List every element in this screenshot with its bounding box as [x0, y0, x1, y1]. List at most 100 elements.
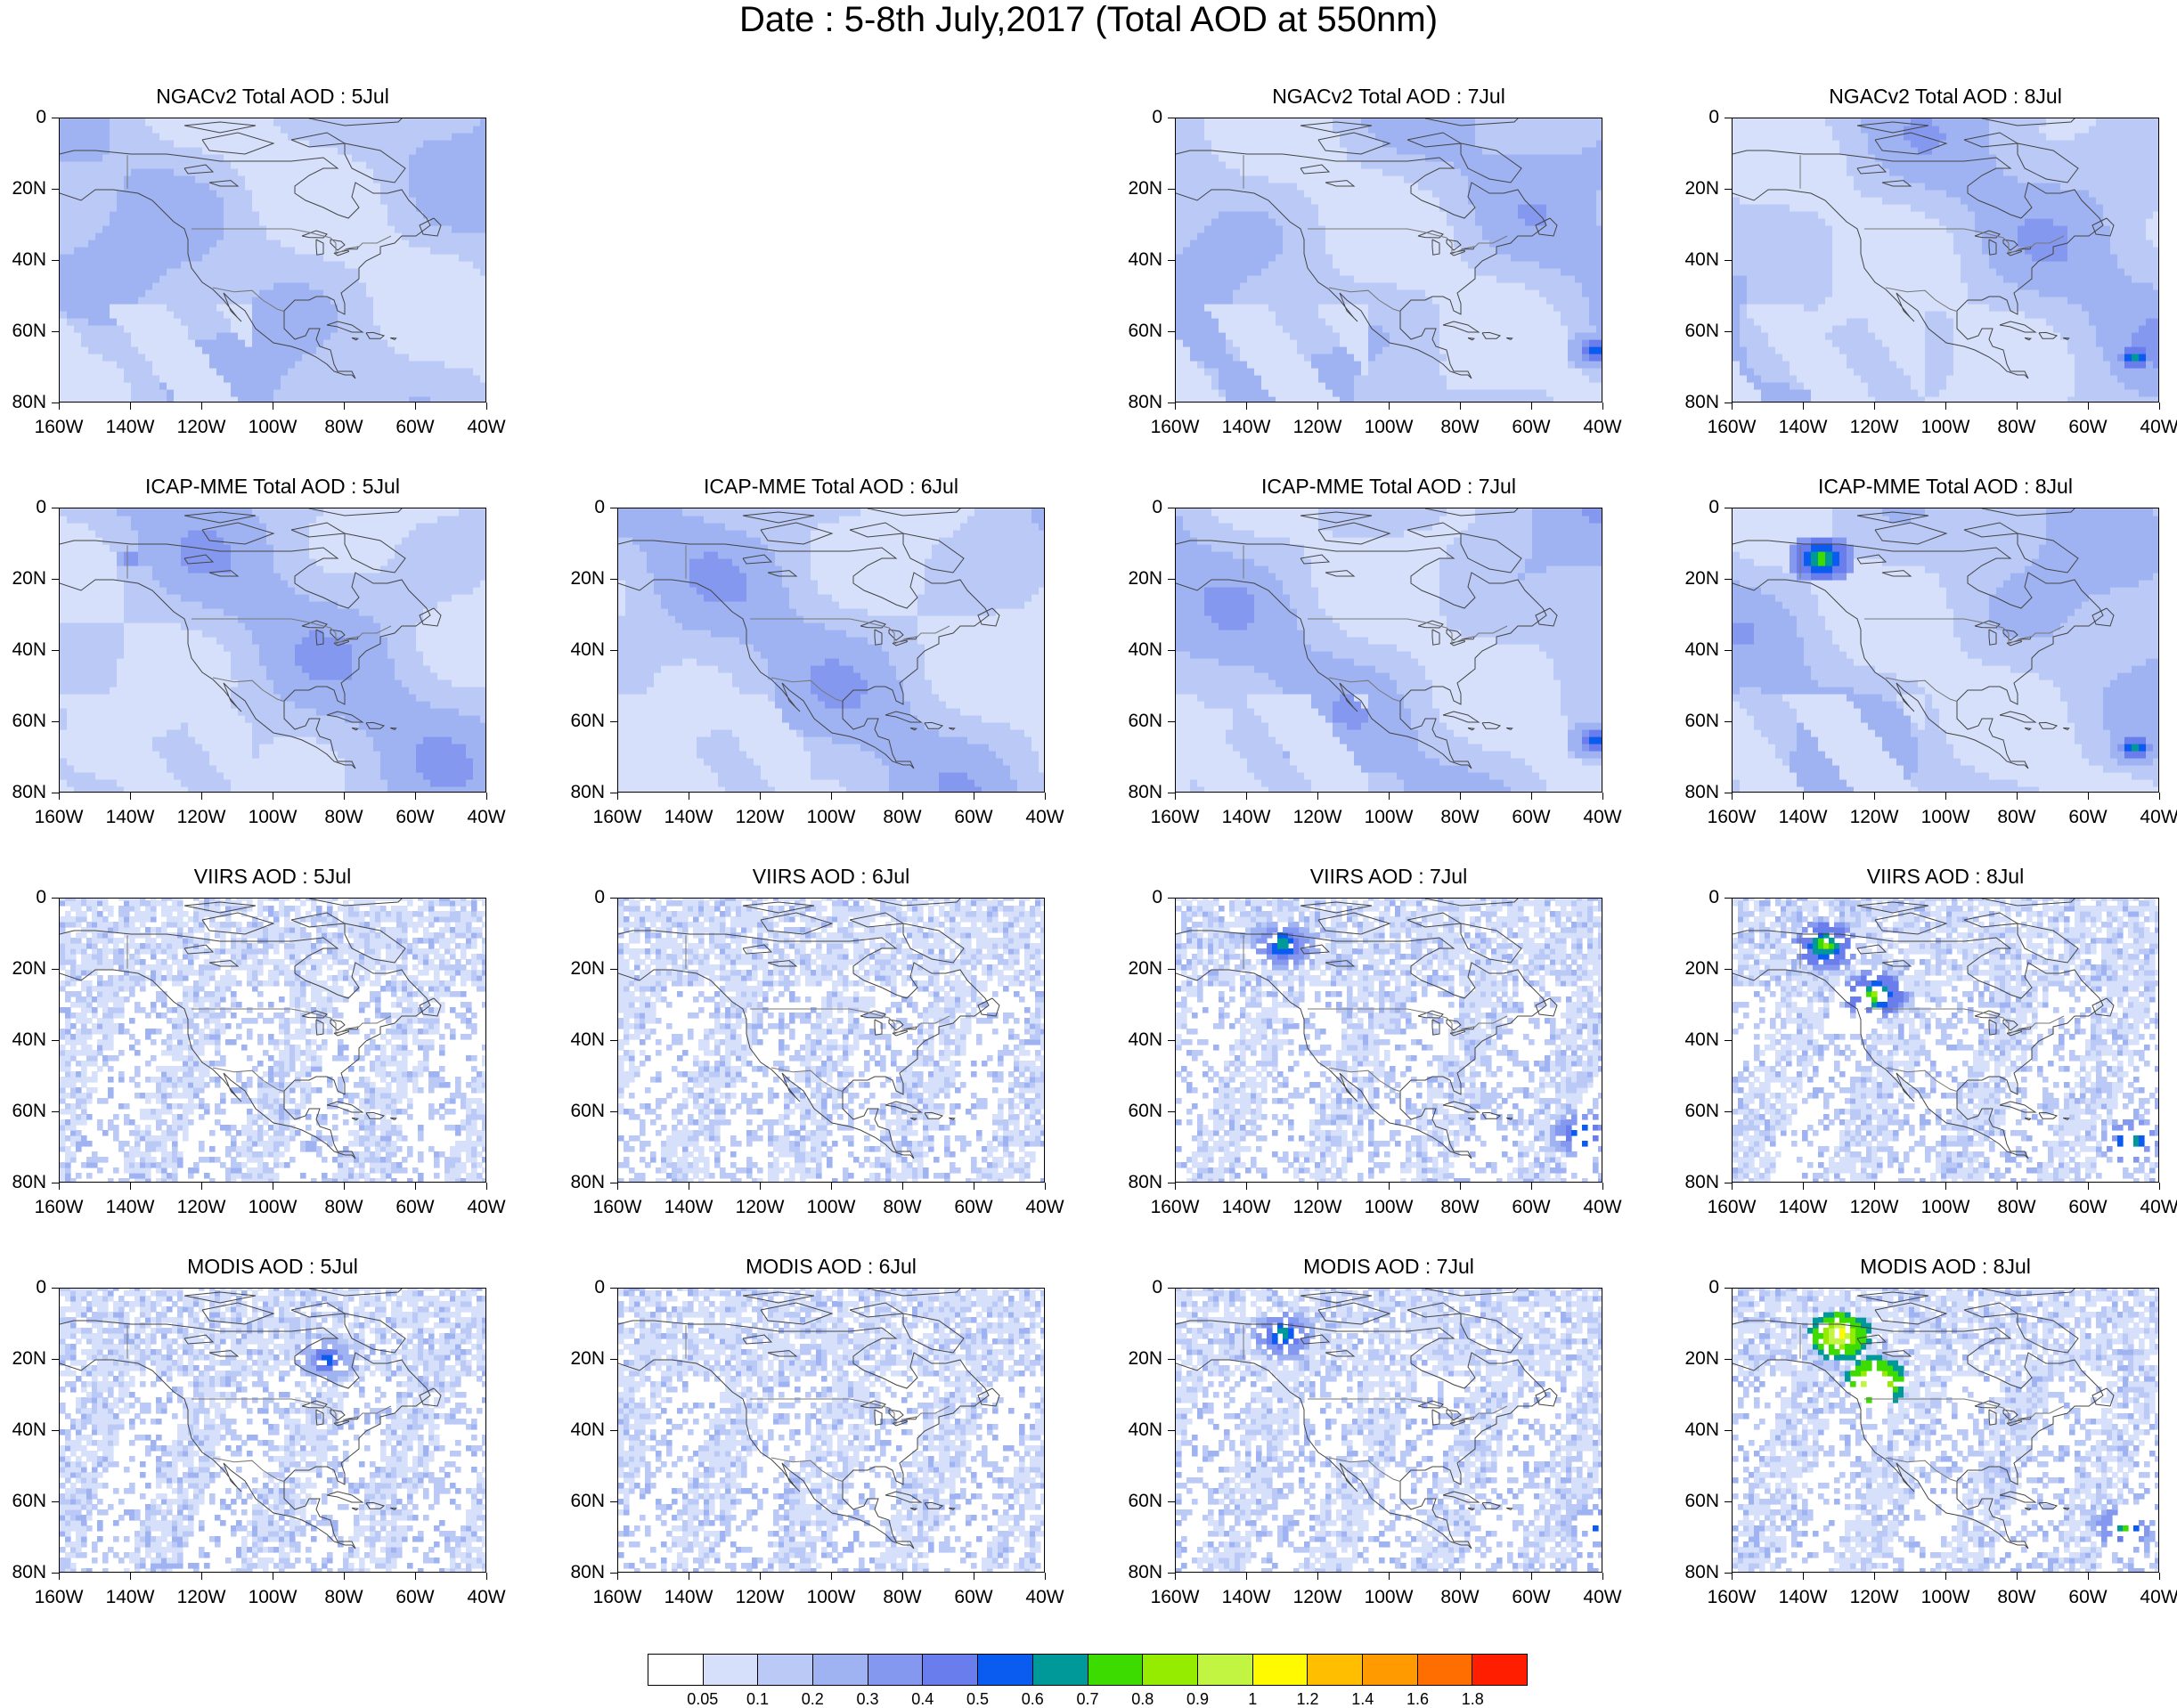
aod-cell: [1511, 361, 1519, 369]
aod-cell: [1404, 118, 1412, 126]
aod-cell: [1297, 261, 1305, 269]
aod-cell: [1496, 304, 1504, 312]
aod-cell: [81, 118, 89, 126]
aod-cell: [1518, 332, 1526, 340]
aod-cell: [195, 161, 203, 169]
aod-cell: [1361, 211, 1369, 219]
aod-cell: [1354, 354, 1362, 362]
aod-cell: [1183, 339, 1191, 347]
aod-cell: [1261, 304, 1269, 312]
aod-cell: [1333, 396, 1341, 402]
aod-cell: [1404, 318, 1412, 326]
aod-cell: [1340, 161, 1348, 169]
aod-cell: [224, 133, 232, 141]
aod-cell: [473, 275, 481, 283]
aod-cell: [409, 247, 417, 255]
aod-cell: [1268, 232, 1276, 240]
aod-cell: [459, 261, 467, 269]
aod-cell: [209, 254, 217, 262]
aod-cell: [1575, 325, 1583, 333]
aod-cell: [238, 168, 246, 176]
aod-cell: [1268, 126, 1276, 134]
aod-cell: [437, 140, 445, 148]
aod-cell: [1382, 161, 1390, 169]
aod-cell: [409, 354, 417, 362]
aod-cell: [1347, 218, 1355, 226]
aod-cell: [1596, 289, 1602, 297]
aod-cell: [1325, 332, 1333, 340]
aod-cell: [380, 339, 388, 347]
aod-cell: [1432, 275, 1440, 283]
aod-cell: [1461, 318, 1469, 326]
aod-cell: [1518, 133, 1526, 141]
aod-cell: [1325, 289, 1333, 297]
aod-cell: [88, 254, 96, 262]
aod-cell: [1211, 133, 1219, 141]
aod-cell: [345, 275, 353, 283]
aod-cell: [1575, 118, 1583, 126]
aod-cell: [444, 282, 453, 290]
aod-cell: [1397, 268, 1405, 276]
aod-cell: [1747, 268, 1755, 276]
aod-cell: [1397, 396, 1405, 402]
aod-cell: [366, 318, 374, 326]
aod-cell: [1733, 332, 1741, 340]
aod-cell: [1390, 346, 1398, 354]
aod-cell: [1575, 225, 1583, 233]
aod-cell: [110, 154, 118, 162]
aod-cell: [152, 218, 160, 226]
x-tick: [1531, 403, 1532, 410]
aod-cell: [159, 304, 167, 312]
aod-cell: [110, 268, 118, 276]
aod-cell: [131, 318, 139, 326]
aod-cell: [1290, 218, 1298, 226]
aod-cell: [345, 382, 353, 390]
aod-cell: [359, 368, 367, 376]
aod-cell: [288, 190, 296, 198]
aod-cell: [416, 126, 424, 134]
aod-cell: [1733, 311, 1741, 319]
aod-cell: [188, 118, 196, 126]
aod-cell: [281, 247, 289, 255]
aod-cell: [1233, 261, 1241, 269]
aod-cell: [60, 289, 68, 297]
aod-cell: [345, 254, 353, 262]
aod-cell: [316, 211, 324, 219]
aod-cell: [373, 154, 381, 162]
aod-cell: [1511, 304, 1519, 312]
aod-cell: [1553, 247, 1561, 255]
aod-cell: [245, 396, 253, 402]
aod-cell: [67, 368, 75, 376]
aod-cell: [338, 154, 346, 162]
aod-cell: [1276, 225, 1284, 233]
aod-cell: [1525, 289, 1533, 297]
aod-cell: [1489, 289, 1497, 297]
aod-cell: [473, 361, 481, 369]
aod-cell: [1368, 375, 1376, 383]
aod-cell: [1397, 218, 1405, 226]
aod-cell: [1504, 375, 1512, 383]
aod-cell: [60, 175, 68, 183]
aod-cell: [167, 161, 175, 169]
aod-cell: [330, 389, 338, 397]
aod-cell: [437, 175, 445, 183]
aod-cell: [452, 318, 460, 326]
aod-cell: [1211, 261, 1219, 269]
aod-cell: [1475, 175, 1483, 183]
aod-cell: [1404, 382, 1412, 390]
aod-cell: [1511, 368, 1519, 376]
aod-cell: [110, 161, 118, 169]
aod-cell: [1390, 297, 1398, 305]
aod-cell: [316, 197, 324, 205]
aod-cell: [117, 275, 125, 283]
aod-cell: [231, 190, 239, 198]
aod-cell: [1276, 211, 1284, 219]
aod-cell: [1468, 197, 1476, 205]
aod-cell: [288, 211, 296, 219]
aod-cell: [188, 218, 196, 226]
aod-cell: [1247, 339, 1255, 347]
aod-cell: [95, 297, 103, 305]
aod-cell: [88, 318, 96, 326]
aod-cell: [159, 332, 167, 340]
aod-cell: [1411, 232, 1419, 240]
